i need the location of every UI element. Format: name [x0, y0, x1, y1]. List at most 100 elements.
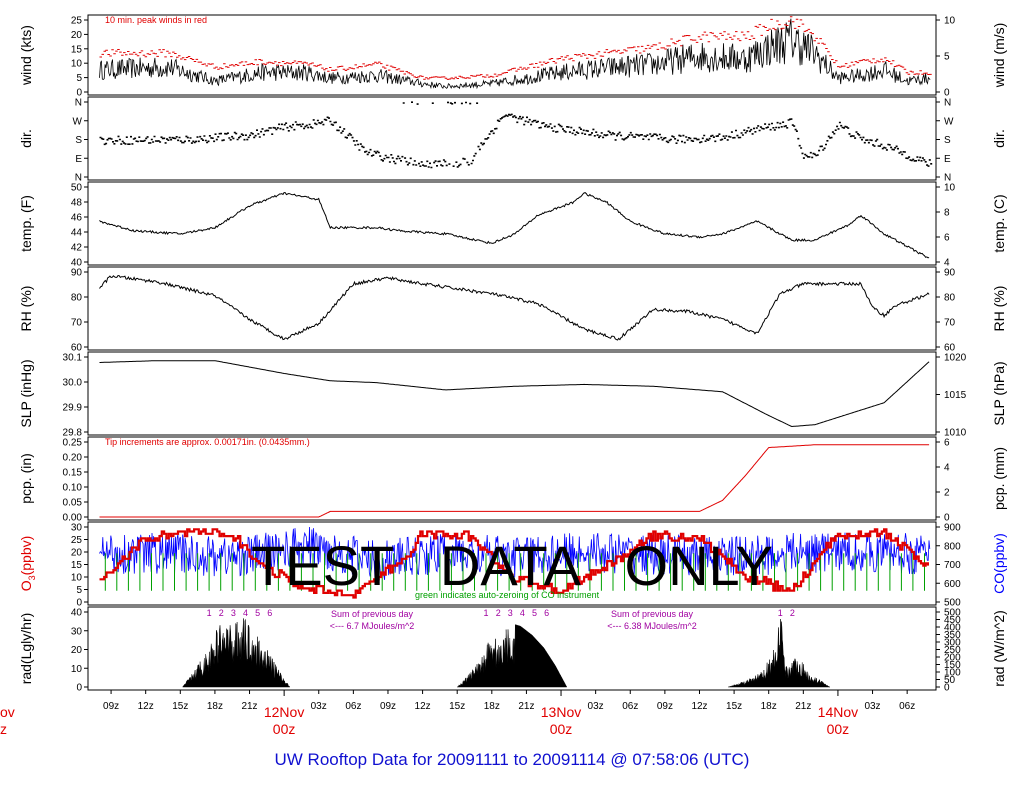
cut-hour-label: z — [0, 721, 7, 737]
left-tick-label: 40 — [71, 258, 83, 269]
date-hour-label: 00z — [550, 721, 573, 737]
right-tick-label: 100 — [944, 668, 961, 679]
right-tick-label: 80 — [944, 293, 956, 304]
panel-slp: 29.8 29.9 30.0 30.1 1010 1015 1020 SLP (inHg) SL… — [18, 351, 1007, 439]
solar-day-3 — [728, 619, 830, 688]
solar-hour-mark: 1 — [778, 608, 783, 618]
left-tick-label: 10 — [71, 664, 83, 675]
right-tick-label: 900 — [944, 523, 961, 534]
left-tick-label: 5 — [76, 73, 82, 84]
left-tick-label: W — [73, 116, 83, 127]
solar-hour-mark: 3 — [508, 608, 513, 618]
right-tick-label: W — [944, 116, 954, 127]
left-tick-label: 5 — [76, 585, 82, 596]
right-tick-label: 0 — [944, 683, 950, 694]
right-tick-label: 8 — [944, 208, 950, 219]
left-tick-label: 60 — [71, 343, 83, 354]
left-tick-label: 90 — [71, 268, 83, 279]
chem-annotation: green indicates auto-zeroing of CO instr… — [415, 590, 600, 600]
panel-rad: 010203040050100150200250300350400450500r… — [18, 606, 1007, 694]
solar-day-2 — [456, 624, 568, 688]
left-axis-label: temp. (F) — [18, 195, 34, 252]
time-tick-label: 15z — [726, 701, 742, 712]
left-tick-label: 0 — [76, 88, 82, 99]
panel-frame — [87, 606, 937, 691]
time-tick-label: 21z — [241, 701, 257, 712]
solar-hour-mark: 5 — [255, 608, 260, 618]
right-tick-label: 150 — [944, 660, 961, 671]
solar-hour-mark: 4 — [243, 608, 248, 618]
right-tick-label: 800 — [944, 541, 961, 552]
time-tick-label: 03z — [588, 701, 604, 712]
day-sum-title: Sum of previous day — [611, 609, 694, 619]
right-axis-label: pcp. (mm) — [991, 447, 1007, 510]
right-tick-label: 0 — [944, 88, 950, 99]
right-axis-label: wind (m/s) — [991, 23, 1007, 89]
right-tick-label: 10 — [944, 183, 956, 194]
solar-hour-mark: 1 — [207, 608, 212, 618]
o3-series — [99, 528, 929, 599]
time-tick-label: 15z — [172, 701, 188, 712]
left-tick-label: 0.05 — [63, 498, 83, 509]
right-tick-label: 1015 — [944, 390, 967, 401]
left-tick-label: 25 — [71, 16, 83, 27]
left-axis-label: pcp. (in) — [18, 453, 34, 504]
right-tick-label: 200 — [944, 653, 961, 664]
left-tick-label: E — [75, 154, 82, 165]
time-tick-label: 12z — [138, 701, 154, 712]
left-tick-label: 20 — [71, 30, 83, 41]
time-tick-label: 06z — [622, 701, 638, 712]
right-tick-label: 6 — [944, 233, 950, 244]
right-tick-label: 350 — [944, 630, 961, 641]
right-axis-label: SLP (hPa) — [991, 361, 1007, 425]
time-tick-label: 12z — [415, 701, 431, 712]
left-tick-label: 15 — [71, 560, 83, 571]
solar-hour-mark: 2 — [496, 608, 501, 618]
day-sum-title: Sum of previous day — [331, 609, 414, 619]
left-tick-label: 48 — [71, 198, 83, 209]
solar-hour-mark: 1 — [483, 608, 488, 618]
panel-frame — [87, 266, 937, 351]
footer-title: UW Rooftop Data for 20091111 to 20091114… — [275, 750, 750, 769]
right-tick-label: 4 — [944, 463, 950, 474]
date-hour-label: 00z — [827, 721, 850, 737]
rh-series — [99, 274, 930, 341]
time-tick-label: 06z — [899, 701, 915, 712]
solar-hour-mark: 2 — [790, 608, 795, 618]
right-tick-label: 70 — [944, 318, 956, 329]
wind-annotation: 10 min. peak winds in red — [105, 15, 207, 25]
left-tick-label: 42 — [71, 243, 83, 254]
time-tick-label: 03z — [864, 701, 880, 712]
wind-series — [99, 18, 931, 90]
panel-rh: 60 70 80 90 60 70 80 90 RH (%) RH (%) — [18, 266, 1007, 354]
right-tick-label: 4 — [944, 258, 950, 269]
right-tick-label: 60 — [944, 343, 956, 354]
left-tick-label: 0.25 — [63, 438, 83, 449]
left-axis-label: rad(Lgly/hr) — [18, 613, 34, 685]
solar-hour-mark: 6 — [544, 608, 549, 618]
cut-date-label: ov — [0, 704, 15, 720]
right-tick-label: 700 — [944, 560, 961, 571]
right-tick-label: 90 — [944, 268, 956, 279]
peak-wind-series — [99, 16, 932, 80]
left-tick-label: 0.00 — [63, 513, 83, 524]
right-tick-label: N — [944, 173, 951, 184]
right-tick-label: N — [944, 98, 951, 109]
left-tick-label: 0.10 — [63, 483, 83, 494]
left-axis-label: O3(ppbv) — [18, 536, 37, 592]
left-tick-label: N — [75, 173, 82, 184]
pcp-series — [99, 444, 930, 518]
left-tick-label: 30.0 — [63, 378, 83, 389]
time-tick-label: 21z — [795, 701, 811, 712]
left-tick-label: 30 — [71, 523, 83, 534]
left-tick-label: 0 — [76, 683, 82, 694]
left-tick-label: 0.15 — [63, 468, 83, 479]
left-tick-label: S — [75, 135, 82, 146]
time-tick-label: 06z — [345, 701, 361, 712]
left-tick-label: 10 — [71, 573, 83, 584]
right-tick-label: 2 — [944, 488, 950, 499]
co-series — [99, 526, 931, 580]
left-tick-label: 29.8 — [63, 428, 83, 439]
